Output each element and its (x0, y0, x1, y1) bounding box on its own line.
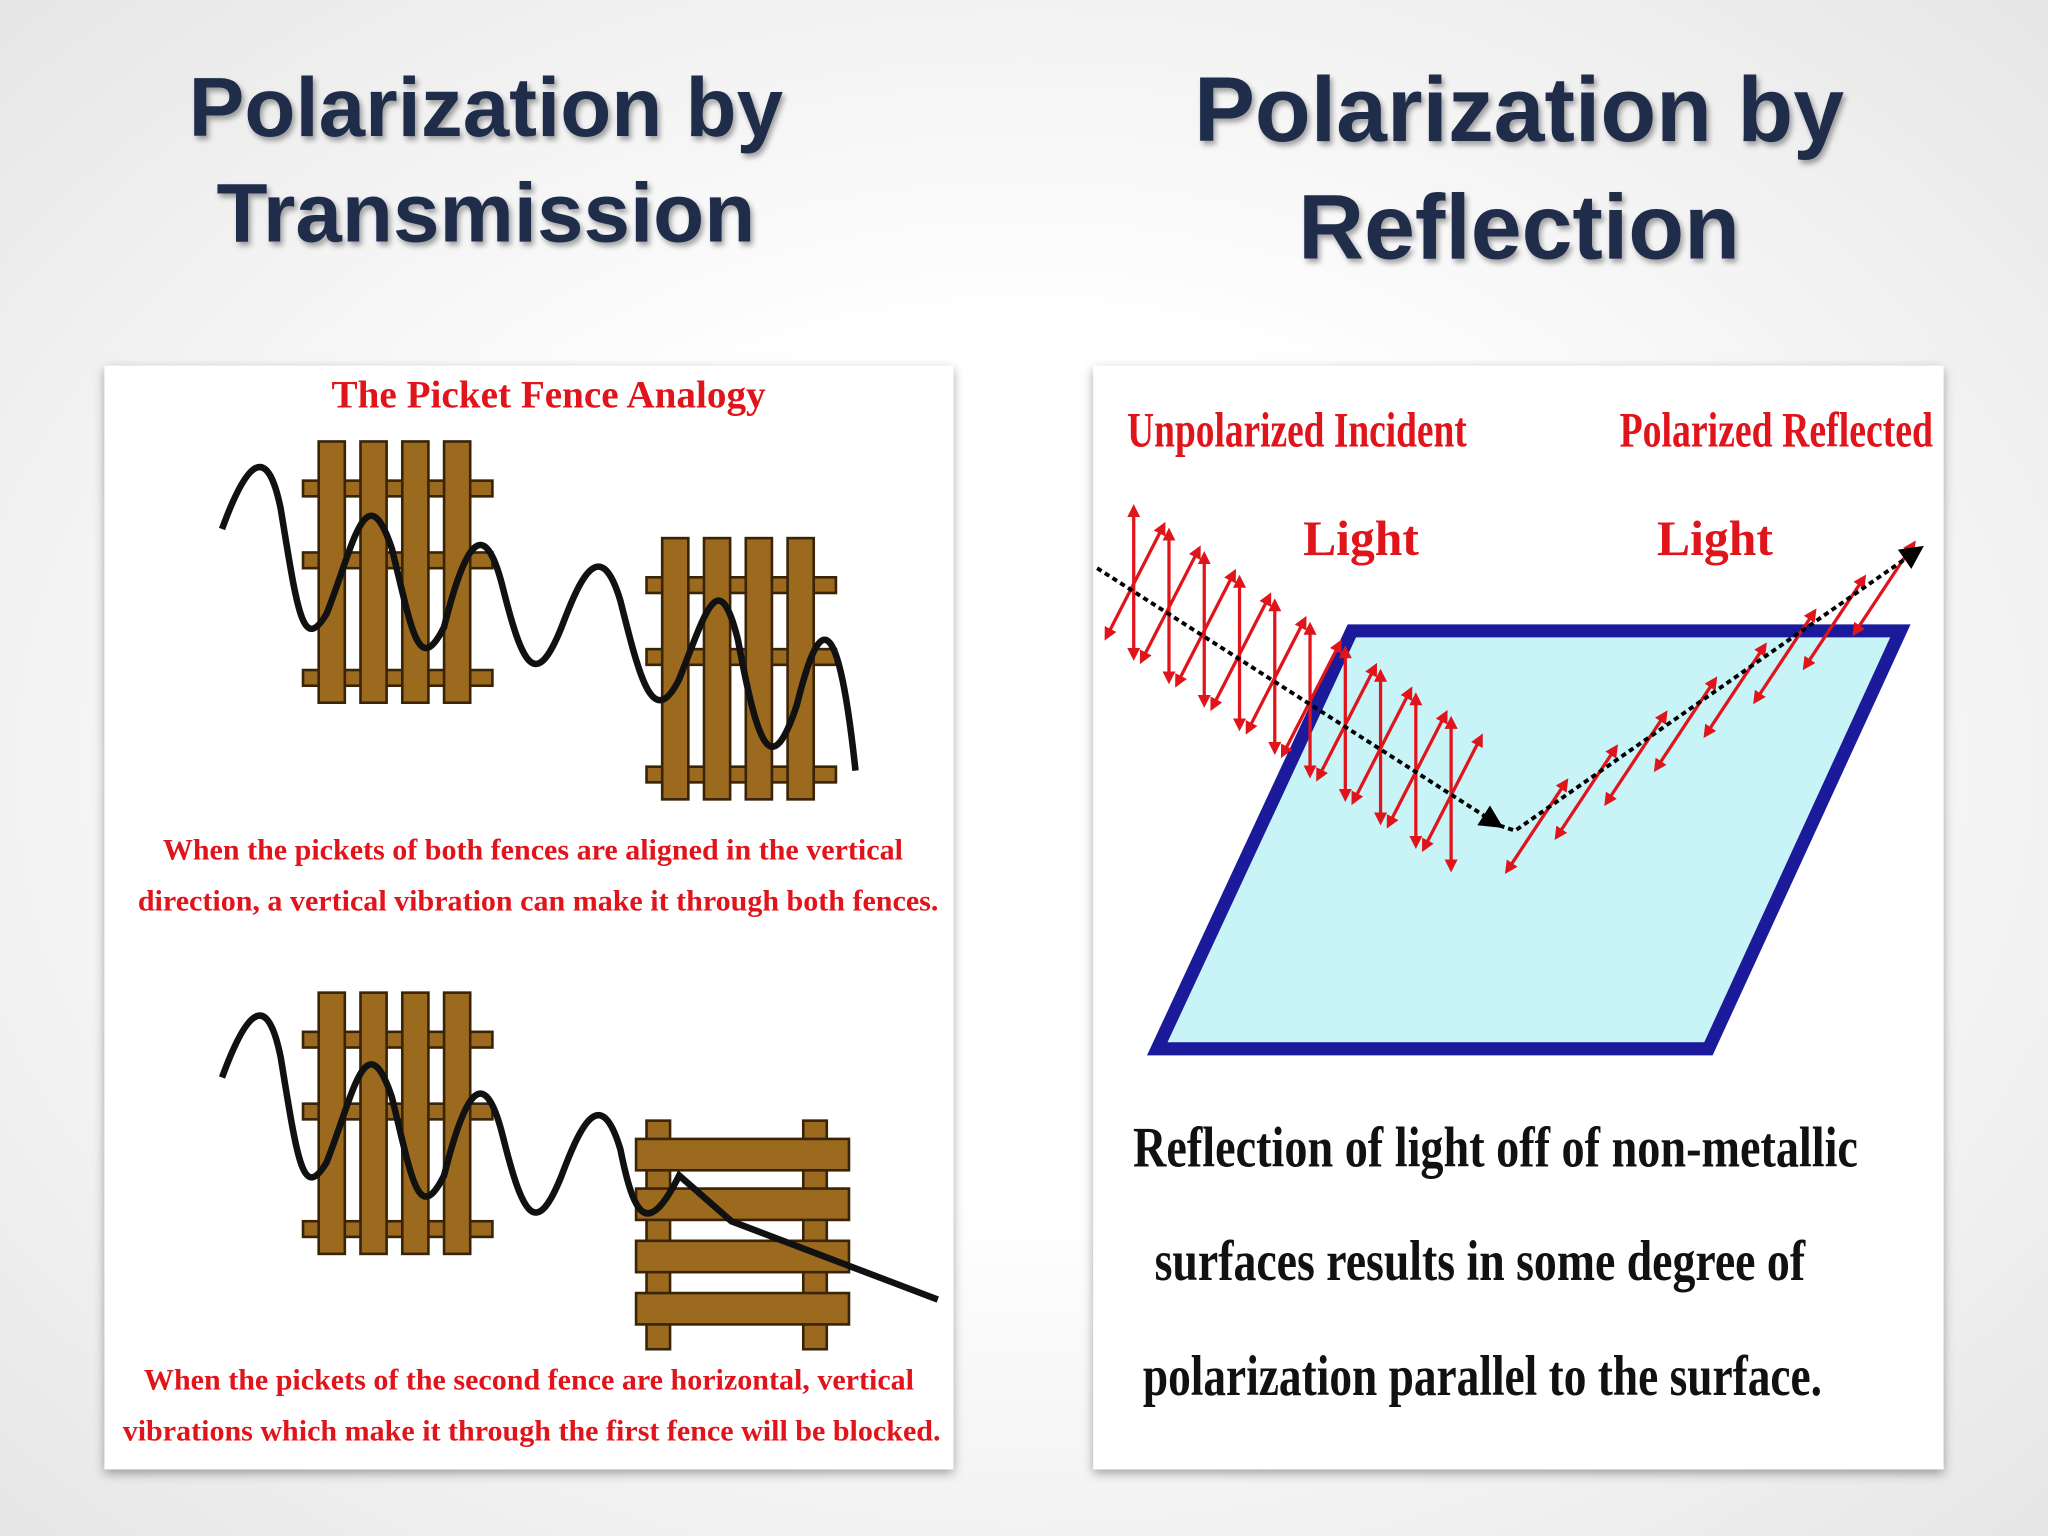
title-line: Transmission (216, 166, 755, 260)
title-line: Polarization by (1194, 59, 1844, 161)
polarization-arrow (1422, 733, 1483, 853)
caption-line: polarization parallel to the surface. (1143, 1345, 1822, 1408)
label-line: Unpolarized Incident (1127, 403, 1467, 458)
figure-heading: The Picket Fence Analogy (332, 374, 767, 417)
horizontal-fence (634, 1119, 851, 1351)
label-line: Light (1657, 511, 1773, 566)
title-line: Polarization by (189, 60, 784, 154)
wave (218, 1012, 939, 1303)
caption-line: When the pickets of both fences are alig… (163, 833, 903, 866)
caption-line: When the pickets of the second fence are… (144, 1364, 914, 1397)
label-line: Light (1303, 511, 1419, 566)
caption-line: Reflection of light off of non-metallic (1133, 1116, 1858, 1179)
wave (218, 463, 859, 771)
caption-line: vibrations which make it through the fir… (123, 1415, 941, 1448)
caption-line: surfaces results in some degree of (1155, 1230, 1806, 1293)
caption-line: direction, a vertical vibration can make… (138, 884, 939, 917)
title-line: Reflection (1298, 177, 1740, 279)
incident-ray (1096, 566, 1504, 829)
label-line: Polarized Reflected (1620, 403, 1934, 458)
